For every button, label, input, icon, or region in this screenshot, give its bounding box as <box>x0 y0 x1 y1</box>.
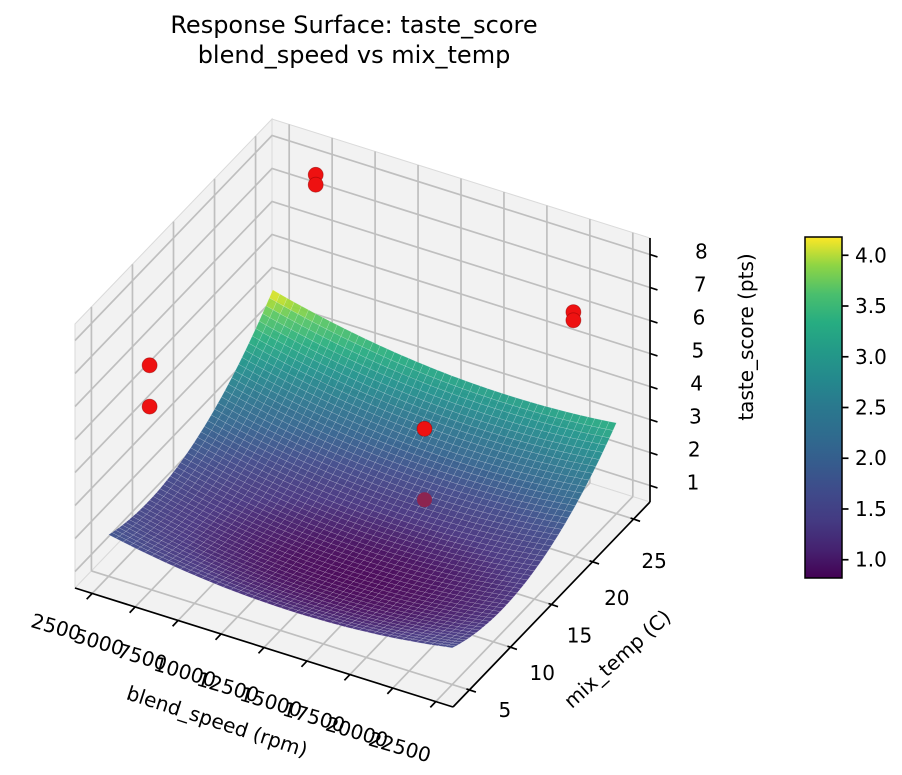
z-tick <box>649 385 658 390</box>
surface-cell <box>444 644 457 649</box>
x-tick <box>171 619 179 627</box>
chart-subtitle: blend_speed vs mix_temp <box>198 41 511 69</box>
y-tick <box>466 688 477 693</box>
surface-cell <box>461 633 474 638</box>
y-tick <box>630 517 641 523</box>
scatter-point <box>307 176 324 193</box>
chart-title: Response Surface: taste_score <box>170 11 537 39</box>
y-tick-label: 15 <box>567 624 592 648</box>
surface-cell <box>482 616 494 622</box>
surface-cell <box>485 613 498 619</box>
z-tick-label: 7 <box>694 273 707 297</box>
scatter-points <box>141 166 582 508</box>
x-tick <box>214 633 222 641</box>
x-grid-line-floor <box>435 496 634 703</box>
scatter-point <box>565 312 582 329</box>
x-tick <box>129 606 136 614</box>
scatter-point-occluded <box>417 492 432 508</box>
z-grid-line <box>74 233 651 441</box>
z-grid-line <box>74 167 651 375</box>
surface-cell <box>519 574 532 581</box>
surface-cell <box>557 516 569 524</box>
surface-cell <box>499 599 511 605</box>
surface-cell <box>526 564 539 572</box>
z-tick-label: 2 <box>688 438 701 462</box>
tick-marks <box>86 253 658 708</box>
surface-cell <box>523 569 535 576</box>
surface-cell <box>591 450 604 460</box>
surface-cell <box>564 504 576 513</box>
surface-cell <box>578 478 590 487</box>
surface-cell <box>605 421 617 431</box>
colorbar-tick-label: 2.0 <box>855 446 887 470</box>
y-tick-label: 25 <box>641 549 666 573</box>
x-tick <box>300 660 308 668</box>
y-tick <box>548 602 559 608</box>
y-tick-label: 10 <box>529 661 554 685</box>
surface-cell <box>598 436 610 446</box>
x-tick <box>86 592 93 600</box>
colorbar-tick-label: 1.0 <box>855 548 887 572</box>
colorbar-tick-label: 1.5 <box>855 497 887 521</box>
x-tick <box>386 687 394 695</box>
colorbar-tick-label: 3.5 <box>855 294 887 318</box>
scatter-point <box>141 357 158 374</box>
surface-cell <box>536 549 549 557</box>
z-tick-label: 4 <box>690 372 703 396</box>
colorbar-tick-label: 4.0 <box>855 243 887 267</box>
z-tick-label: 8 <box>695 240 708 264</box>
colorbar-tick-label: 2.5 <box>855 396 887 420</box>
x-tick <box>257 646 265 654</box>
surface-cell <box>602 428 614 439</box>
colorbar-gradient <box>804 236 843 579</box>
z-grid-line <box>74 134 651 342</box>
y-tick-label: 20 <box>604 586 629 610</box>
surface-cell <box>509 587 522 594</box>
render-layer: 2500500075001000012500150001750020000225… <box>28 117 887 768</box>
x-tick <box>343 673 351 681</box>
y-tick <box>507 645 518 651</box>
z-tick-label: 3 <box>689 405 702 429</box>
y-tick-label: 5 <box>499 698 512 722</box>
surface-cell <box>567 497 580 507</box>
colorbar-tick-label: 3.0 <box>855 345 887 369</box>
z-axis-label: taste_score (pts) <box>734 253 758 420</box>
z-tick <box>649 484 658 489</box>
x-tick-label: 22500 <box>366 727 434 768</box>
z-grid-line <box>74 266 651 474</box>
z-tick-label: 1 <box>687 471 700 495</box>
y-axis-label: mix_temp (C) <box>559 605 675 713</box>
z-tick <box>649 253 658 258</box>
scatter-point <box>141 398 158 415</box>
colorbar: 1.0 1.5 2.0 2.5 3.0 3.5 4.0 <box>804 236 887 579</box>
z-tick <box>649 352 658 357</box>
surface-cell <box>506 591 518 598</box>
surface-cell <box>561 510 573 519</box>
z-tick <box>649 418 658 423</box>
z-tick <box>649 319 658 324</box>
z-tick <box>649 286 658 291</box>
surface-cell <box>451 640 464 645</box>
surface-cell <box>547 533 559 541</box>
y-tick <box>589 559 600 565</box>
x-tick <box>429 701 437 708</box>
z-tick-label: 6 <box>693 306 706 330</box>
scatter-point <box>416 420 433 437</box>
surface-cell <box>550 527 563 536</box>
surface-cell <box>478 620 491 625</box>
surface-cell <box>595 443 607 453</box>
surface-cell <box>533 554 546 562</box>
surface-mesh <box>108 289 617 649</box>
surface-cell <box>516 578 528 585</box>
surface-cell <box>584 464 597 474</box>
z-grid-line <box>74 200 651 408</box>
z-tick <box>649 451 658 456</box>
surface-cell <box>581 471 593 481</box>
surface-cell <box>488 610 501 616</box>
z-tick-label: 5 <box>691 339 704 363</box>
